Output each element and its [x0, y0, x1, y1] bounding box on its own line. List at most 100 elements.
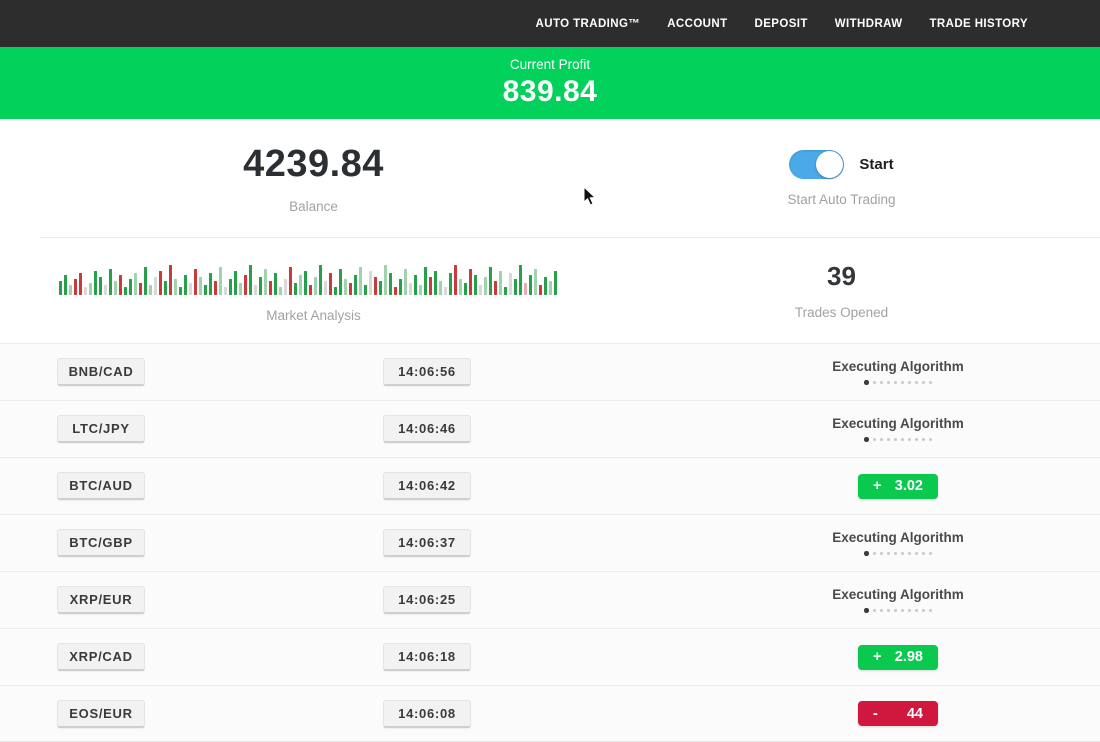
candle-bar: [523, 282, 527, 295]
progress-dot-icon: [879, 609, 883, 612]
time-badge: 14:06:18: [383, 643, 471, 671]
candle-bar: [383, 264, 387, 295]
pair-badge: XRP/EUR: [57, 586, 145, 614]
candle-bar: [78, 272, 82, 295]
candle-bar: [553, 270, 557, 295]
candle-bar: [98, 276, 102, 295]
progress-dot-icon: [864, 608, 869, 613]
candle-bar: [173, 278, 177, 295]
time-badge: 14:06:42: [383, 472, 471, 500]
profit-banner-label: Current Profit: [509, 57, 591, 72]
candle-bar: [413, 274, 417, 295]
progress-dot-icon: [928, 552, 932, 555]
candle-bar: [463, 282, 467, 295]
candle-bar: [268, 280, 272, 295]
executing-label: Executing Algorithm: [832, 530, 964, 546]
candle-bar: [488, 266, 492, 295]
candle-bar: [208, 272, 212, 295]
progress-dot-icon: [928, 609, 932, 612]
auto-trading-block: Start Start Auto Trading: [605, 119, 1078, 237]
profit-badge: +2.98: [858, 644, 938, 670]
status-cell: Executing Algorithm: [832, 587, 964, 613]
summary-top: 4239.84 Balance Start Start Auto Trading: [0, 119, 1100, 237]
status-cell: Executing Algorithm: [832, 359, 964, 385]
candle-bar: [508, 272, 512, 295]
progress-dot-icon: [886, 381, 890, 384]
progress-dot-icon: [914, 552, 918, 555]
candle-bar: [68, 284, 72, 295]
trades-opened-block: 39 Trades Opened: [605, 238, 1078, 343]
table-row: BTC/GBP 14:06:37 Executing Algorithm: [0, 514, 1100, 571]
trades-opened-label: Trades Opened: [794, 305, 889, 320]
nav-item-withdraw[interactable]: WITHDRAW: [834, 17, 903, 30]
toggle-label: Start: [859, 155, 894, 173]
status-cell: +2.98: [858, 644, 938, 670]
candle-bar: [213, 280, 217, 295]
candle-bar: [223, 286, 227, 295]
progress-dot-icon: [914, 381, 918, 384]
time-badge: 14:06:37: [383, 529, 471, 557]
candle-bar: [238, 282, 242, 295]
progress-dot-icon: [872, 552, 876, 555]
candle-bar: [118, 274, 122, 295]
candle-bar: [408, 282, 412, 295]
progress-dot-icon: [872, 609, 876, 612]
trades-table: BNB/CAD 14:06:56 Executing Algorithm LTC…: [0, 343, 1100, 742]
progress-dot-icon: [907, 552, 911, 555]
candle-bar: [323, 280, 327, 295]
candle-bar: [358, 266, 362, 295]
candle-bar: [193, 268, 197, 295]
progress-dot-icon: [893, 552, 897, 555]
status-cell: - 44: [858, 701, 938, 726]
progress-dot-icon: [879, 552, 883, 555]
candle-bar: [233, 270, 237, 295]
nav-item-deposit[interactable]: DEPOSIT: [754, 17, 808, 30]
candle-bar: [503, 286, 507, 295]
progress-dot-icon: [907, 381, 911, 384]
navbar: AUTO TRADING™ ACCOUNT DEPOSIT WITHDRAW TRADE…: [0, 0, 1100, 47]
candle-bar: [308, 284, 312, 295]
progress-dot-icon: [914, 609, 918, 612]
candle-bar: [453, 264, 457, 295]
progress-dot-icon: [864, 551, 869, 556]
candle-bar: [513, 278, 517, 295]
progress-dot-icon: [886, 438, 890, 441]
progress-dot-icon: [893, 609, 897, 612]
candle-bar: [248, 264, 252, 295]
candle-bar: [478, 284, 482, 295]
progress-dot-icon: [900, 381, 904, 384]
candle-bar: [278, 286, 282, 295]
candle-bar: [393, 286, 397, 295]
candle-bar: [538, 284, 542, 295]
candle-bar: [493, 280, 497, 295]
candle-bar: [368, 270, 372, 295]
status-cell: Executing Algorithm: [832, 530, 964, 556]
pair-badge: LTC/JPY: [57, 415, 145, 443]
progress-dot-icon: [928, 438, 932, 441]
pair-badge: BTC/AUD: [57, 472, 145, 500]
candle-bar: [338, 268, 342, 295]
pair-badge: BNB/CAD: [57, 358, 145, 386]
status-cell: Executing Algorithm: [832, 416, 964, 442]
candle-bar: [388, 272, 392, 295]
table-row: XRP/EUR 14:06:25 Executing Algorithm: [0, 571, 1100, 628]
candle-bar: [73, 278, 77, 295]
candle-bar: [403, 268, 407, 295]
loss-badge: - 44: [858, 701, 938, 726]
candle-bar: [293, 282, 297, 295]
candle-bar: [123, 286, 127, 295]
candle-bar: [153, 276, 157, 295]
nav-item-account[interactable]: ACCOUNT: [667, 17, 728, 30]
candle-bar: [398, 278, 402, 295]
candle-bar: [113, 280, 117, 295]
table-row: EOS/EUR 14:06:08 - 44: [0, 685, 1100, 742]
candle-bar: [428, 276, 432, 295]
nav-item-trade-history[interactable]: TRADE HISTORY: [929, 17, 1028, 30]
candle-bar: [458, 278, 462, 295]
section-divider: [40, 237, 1100, 238]
market-analysis-block: Market Analysis: [0, 238, 627, 343]
auto-trading-toggle[interactable]: [789, 149, 845, 179]
candle-bar: [228, 278, 232, 295]
executing-label: Executing Algorithm: [832, 416, 964, 432]
nav-item-auto-trading[interactable]: AUTO TRADING™: [535, 17, 641, 30]
